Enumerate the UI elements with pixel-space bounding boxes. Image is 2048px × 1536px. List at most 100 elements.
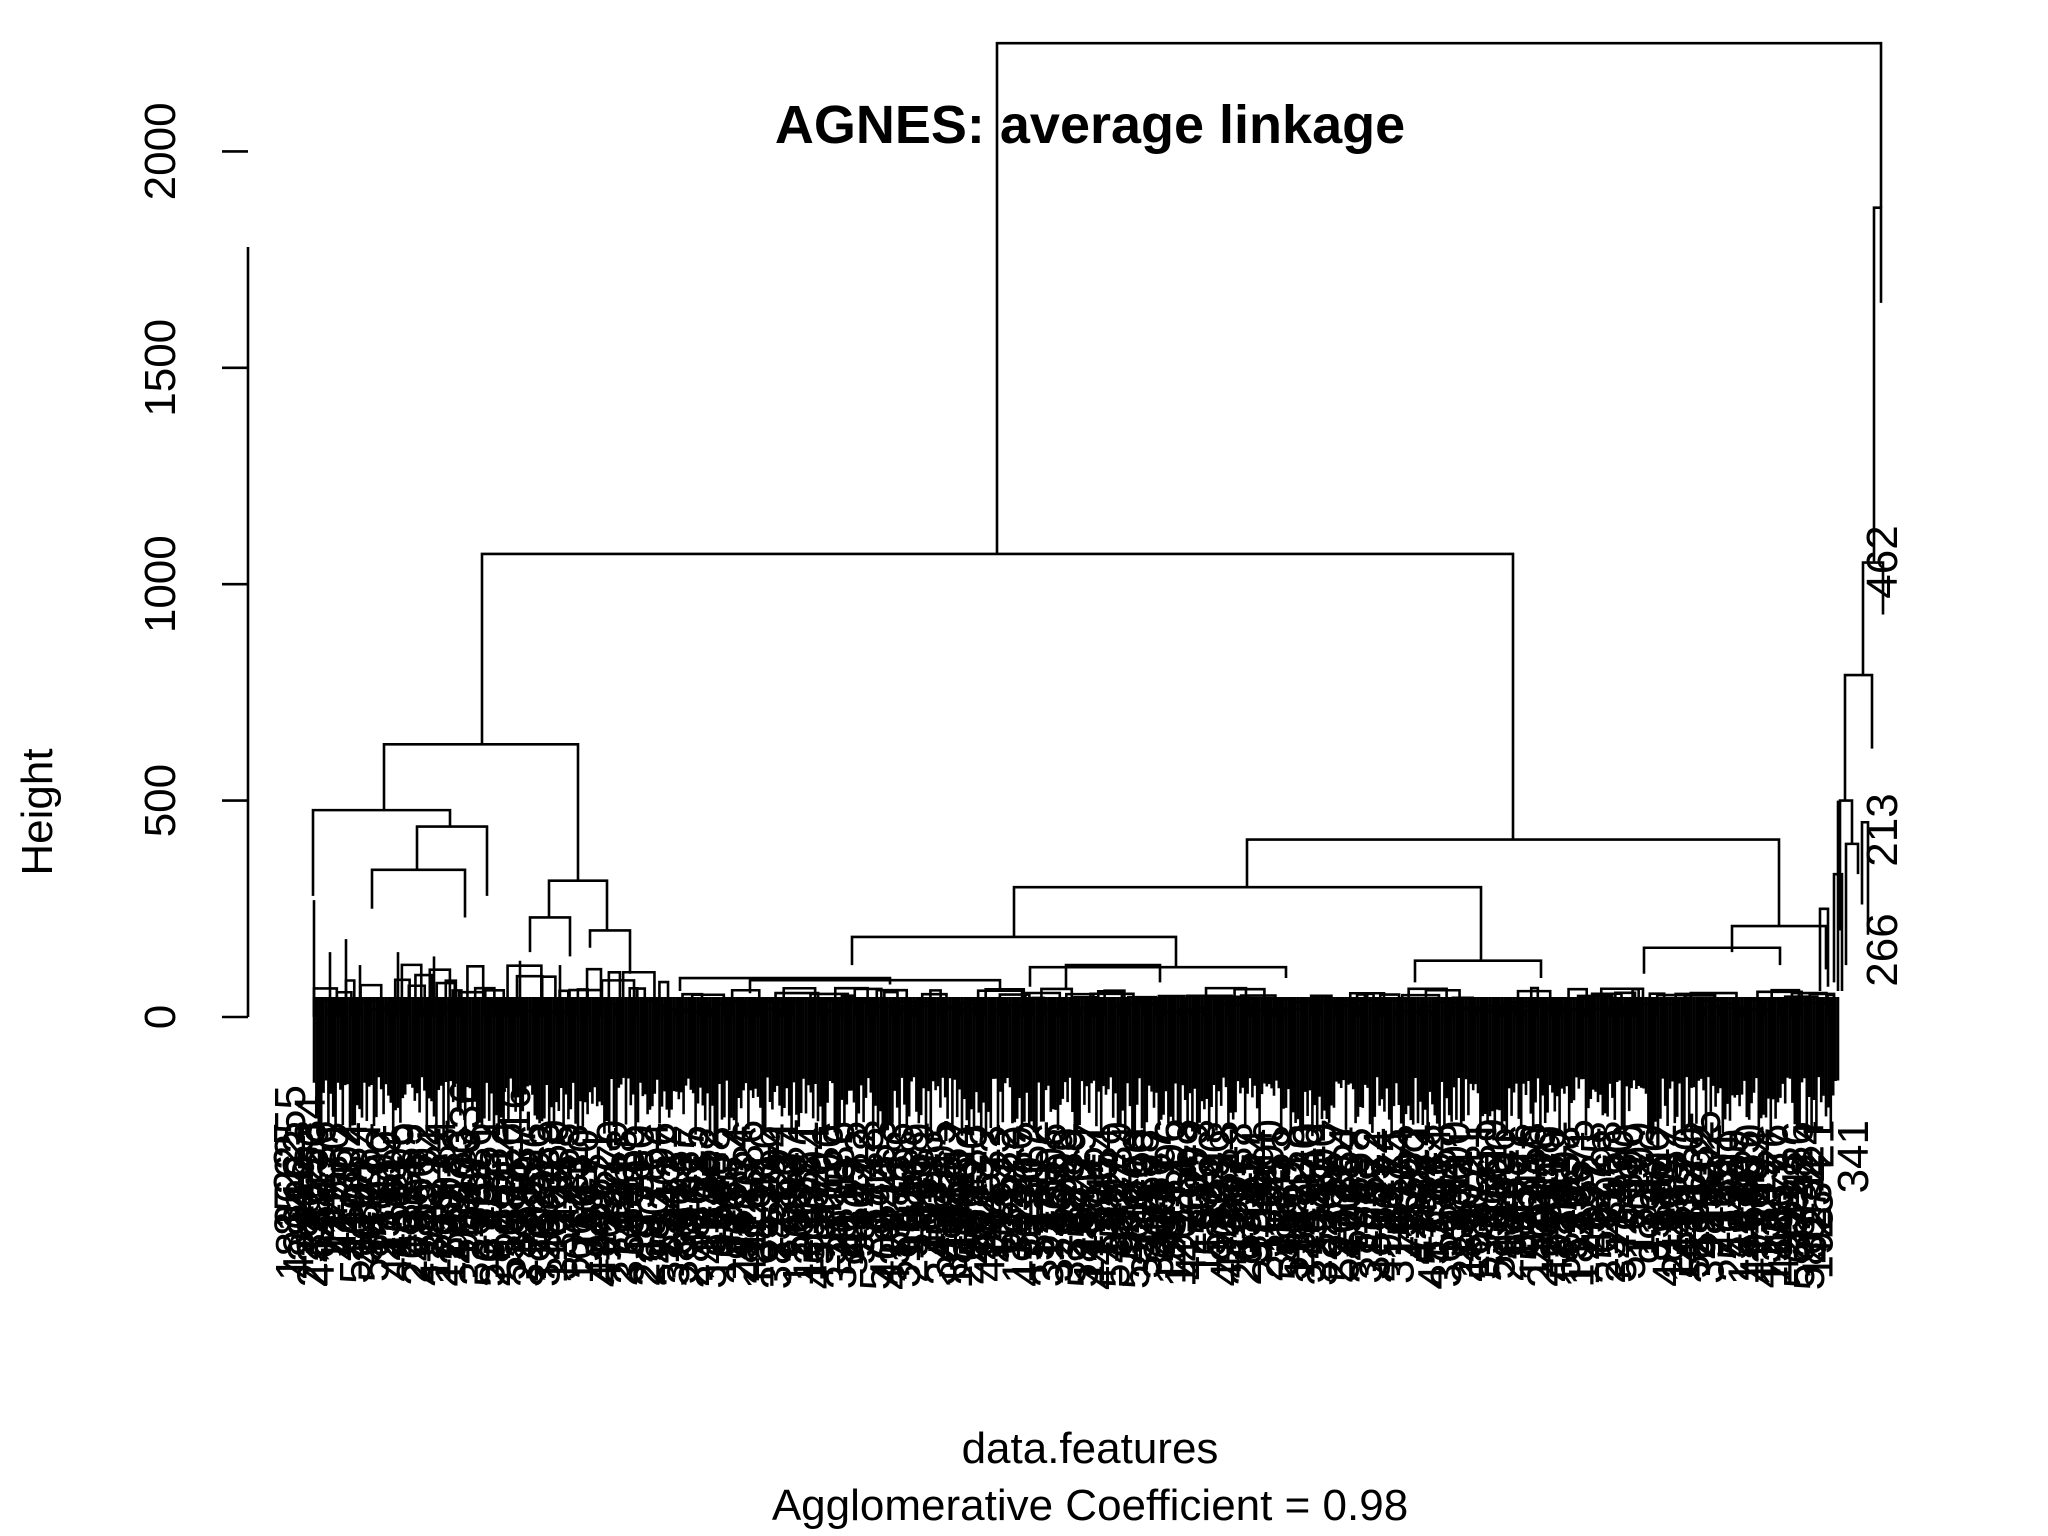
leaf-label: 542 [1637, 1124, 1686, 1197]
leaf-label: 430 [1432, 1157, 1481, 1230]
link-mid-b [1064, 963, 1162, 989]
leaf-label: 100 [1431, 1121, 1480, 1194]
leaf-label: 436 [275, 1206, 324, 1279]
leaf-label: 325 [1045, 1156, 1094, 1229]
leaf-label: 488 [925, 1186, 974, 1259]
leaf-label: 98 [1291, 1157, 1340, 1206]
leaf-label: 377 [1015, 1188, 1064, 1261]
leaf-label: 534 [641, 1185, 690, 1258]
leaf-label: 486 [528, 1187, 577, 1260]
y-tick-label-1000: 1000 [136, 535, 185, 633]
leaf-label: 449 [1486, 1151, 1535, 1224]
leaf-label: 36 [344, 1214, 393, 1263]
leaf-label: 71 [574, 1130, 623, 1179]
leaf-label: 360 [615, 1125, 664, 1198]
leaf-label: 75 [1368, 1128, 1417, 1177]
leaf-label: 593 [767, 1153, 816, 1226]
leaf-label: 524 [1709, 1187, 1758, 1260]
leaf-label: 24 [1737, 1128, 1786, 1177]
leaf-label: 482 [1274, 1158, 1323, 1231]
leaf-label: 262 [672, 1156, 721, 1229]
leaf-label: 378 [602, 1150, 651, 1223]
dendrogram-tree [311, 41, 1885, 1137]
leaf-label: 126 [595, 1161, 644, 1234]
leaf-label: 307 [1209, 1151, 1258, 1224]
leaf-label: 194 [697, 1208, 746, 1281]
leaf-label: 136 [297, 1120, 346, 1193]
leaf-label: 353 [739, 1190, 788, 1263]
leaf-label: 26 [1247, 1162, 1296, 1211]
leaf-label: 336 [441, 1080, 490, 1153]
leaf-label: 254 [936, 1188, 985, 1261]
leaf-label: 172 [1307, 1180, 1356, 1253]
leaf-label: 21 [1794, 1120, 1843, 1169]
leaf-label: 140 [1065, 1210, 1114, 1283]
leaf-label: 15 [1386, 1192, 1435, 1241]
leaf-label: 414 [1126, 1184, 1175, 1257]
leaf-label: 416 [491, 1085, 540, 1158]
leaf-label: 225 [265, 1121, 314, 1194]
leaf-label: 469 [716, 1187, 765, 1260]
leaf-label: 442 [727, 1208, 776, 1281]
leaf-label: 274 [598, 1213, 647, 1286]
leaf-label: 301 [1698, 1128, 1747, 1201]
link-leaf-merge [540, 975, 557, 1017]
leaf-label: 274 [1355, 1129, 1404, 1202]
leaf-label: 164 [1321, 1126, 1370, 1199]
leaf-label: 237 [1100, 1161, 1149, 1234]
leaf-label: 209 [1710, 1129, 1759, 1202]
link-outlier-8 [1818, 907, 1830, 992]
leaf-label: 477 [1444, 1159, 1493, 1232]
leaf-label: 321 [779, 1121, 828, 1194]
y-tick-label-1500: 1500 [136, 319, 185, 417]
leaf-label: 189 [933, 1216, 982, 1289]
leaf-label: 593 [296, 1156, 345, 1229]
leaf-label: 567 [572, 1153, 621, 1226]
leaf-label: 89 [1044, 1127, 1093, 1176]
leaf-label: 317 [1004, 1127, 1053, 1200]
link-left-flat2 [748, 978, 1002, 994]
leaf-label: 294 [718, 1211, 767, 1284]
leaf-label: 55 [1252, 1128, 1301, 1177]
leaf-label: 108 [1471, 1150, 1520, 1223]
leaf-label: 321 [1033, 1209, 1082, 1282]
leaf-label: 113 [1181, 1207, 1230, 1277]
leaf-label: 96 [1101, 1208, 1150, 1257]
leaf-label: 185 [1147, 1211, 1196, 1284]
leaf-label: 511 [828, 1206, 877, 1276]
leaf-label: 294 [751, 1123, 800, 1196]
leaf-label: 35 [456, 1183, 505, 1232]
leaf-label: 280 [629, 1191, 678, 1264]
leaf-label: 77 [350, 1155, 399, 1204]
leaf-label: 76 [1500, 1124, 1549, 1173]
leaf-label: 172 [1560, 1188, 1609, 1261]
leaf-label: 345 [917, 1212, 966, 1285]
leaf-label: 585 [1058, 1214, 1107, 1287]
outlier-label-266: 266 [1858, 913, 1907, 986]
leaf-label: 442 [295, 1214, 344, 1287]
leaf-label: 55 [1179, 1186, 1228, 1235]
leaf-label: 330 [1026, 1162, 1075, 1235]
leaf-label: 298 [904, 1130, 953, 1203]
leaf-label: 40 [1720, 1158, 1769, 1207]
leaf-label: 375 [817, 1216, 866, 1289]
leaf-label: 372 [1742, 1190, 1791, 1263]
link-right-c [1413, 959, 1543, 983]
link-mid-a [1028, 965, 1288, 987]
leaf-label: 170 [805, 1186, 854, 1259]
leaf-label: 251 [460, 1121, 509, 1194]
leaf-label: 180 [694, 1181, 743, 1254]
leaf-label: 392 [1682, 1123, 1731, 1196]
leaf-label: 36 [1031, 1186, 1080, 1235]
leaf-label: 521 [1000, 1181, 1049, 1254]
leaf-label: 584 [1420, 1184, 1469, 1257]
leaf-label: 289 [894, 1122, 943, 1195]
leaf-label: 108 [441, 1189, 490, 1262]
leaf-label: 430 [1280, 1125, 1329, 1198]
leaf-label: 467 [1064, 1122, 1113, 1195]
leaf-label: 386 [724, 1120, 773, 1193]
leaf-label: 428 [1774, 1153, 1823, 1226]
leaf-label: 418 [373, 1208, 422, 1281]
leaf-label: 446 [890, 1152, 939, 1225]
